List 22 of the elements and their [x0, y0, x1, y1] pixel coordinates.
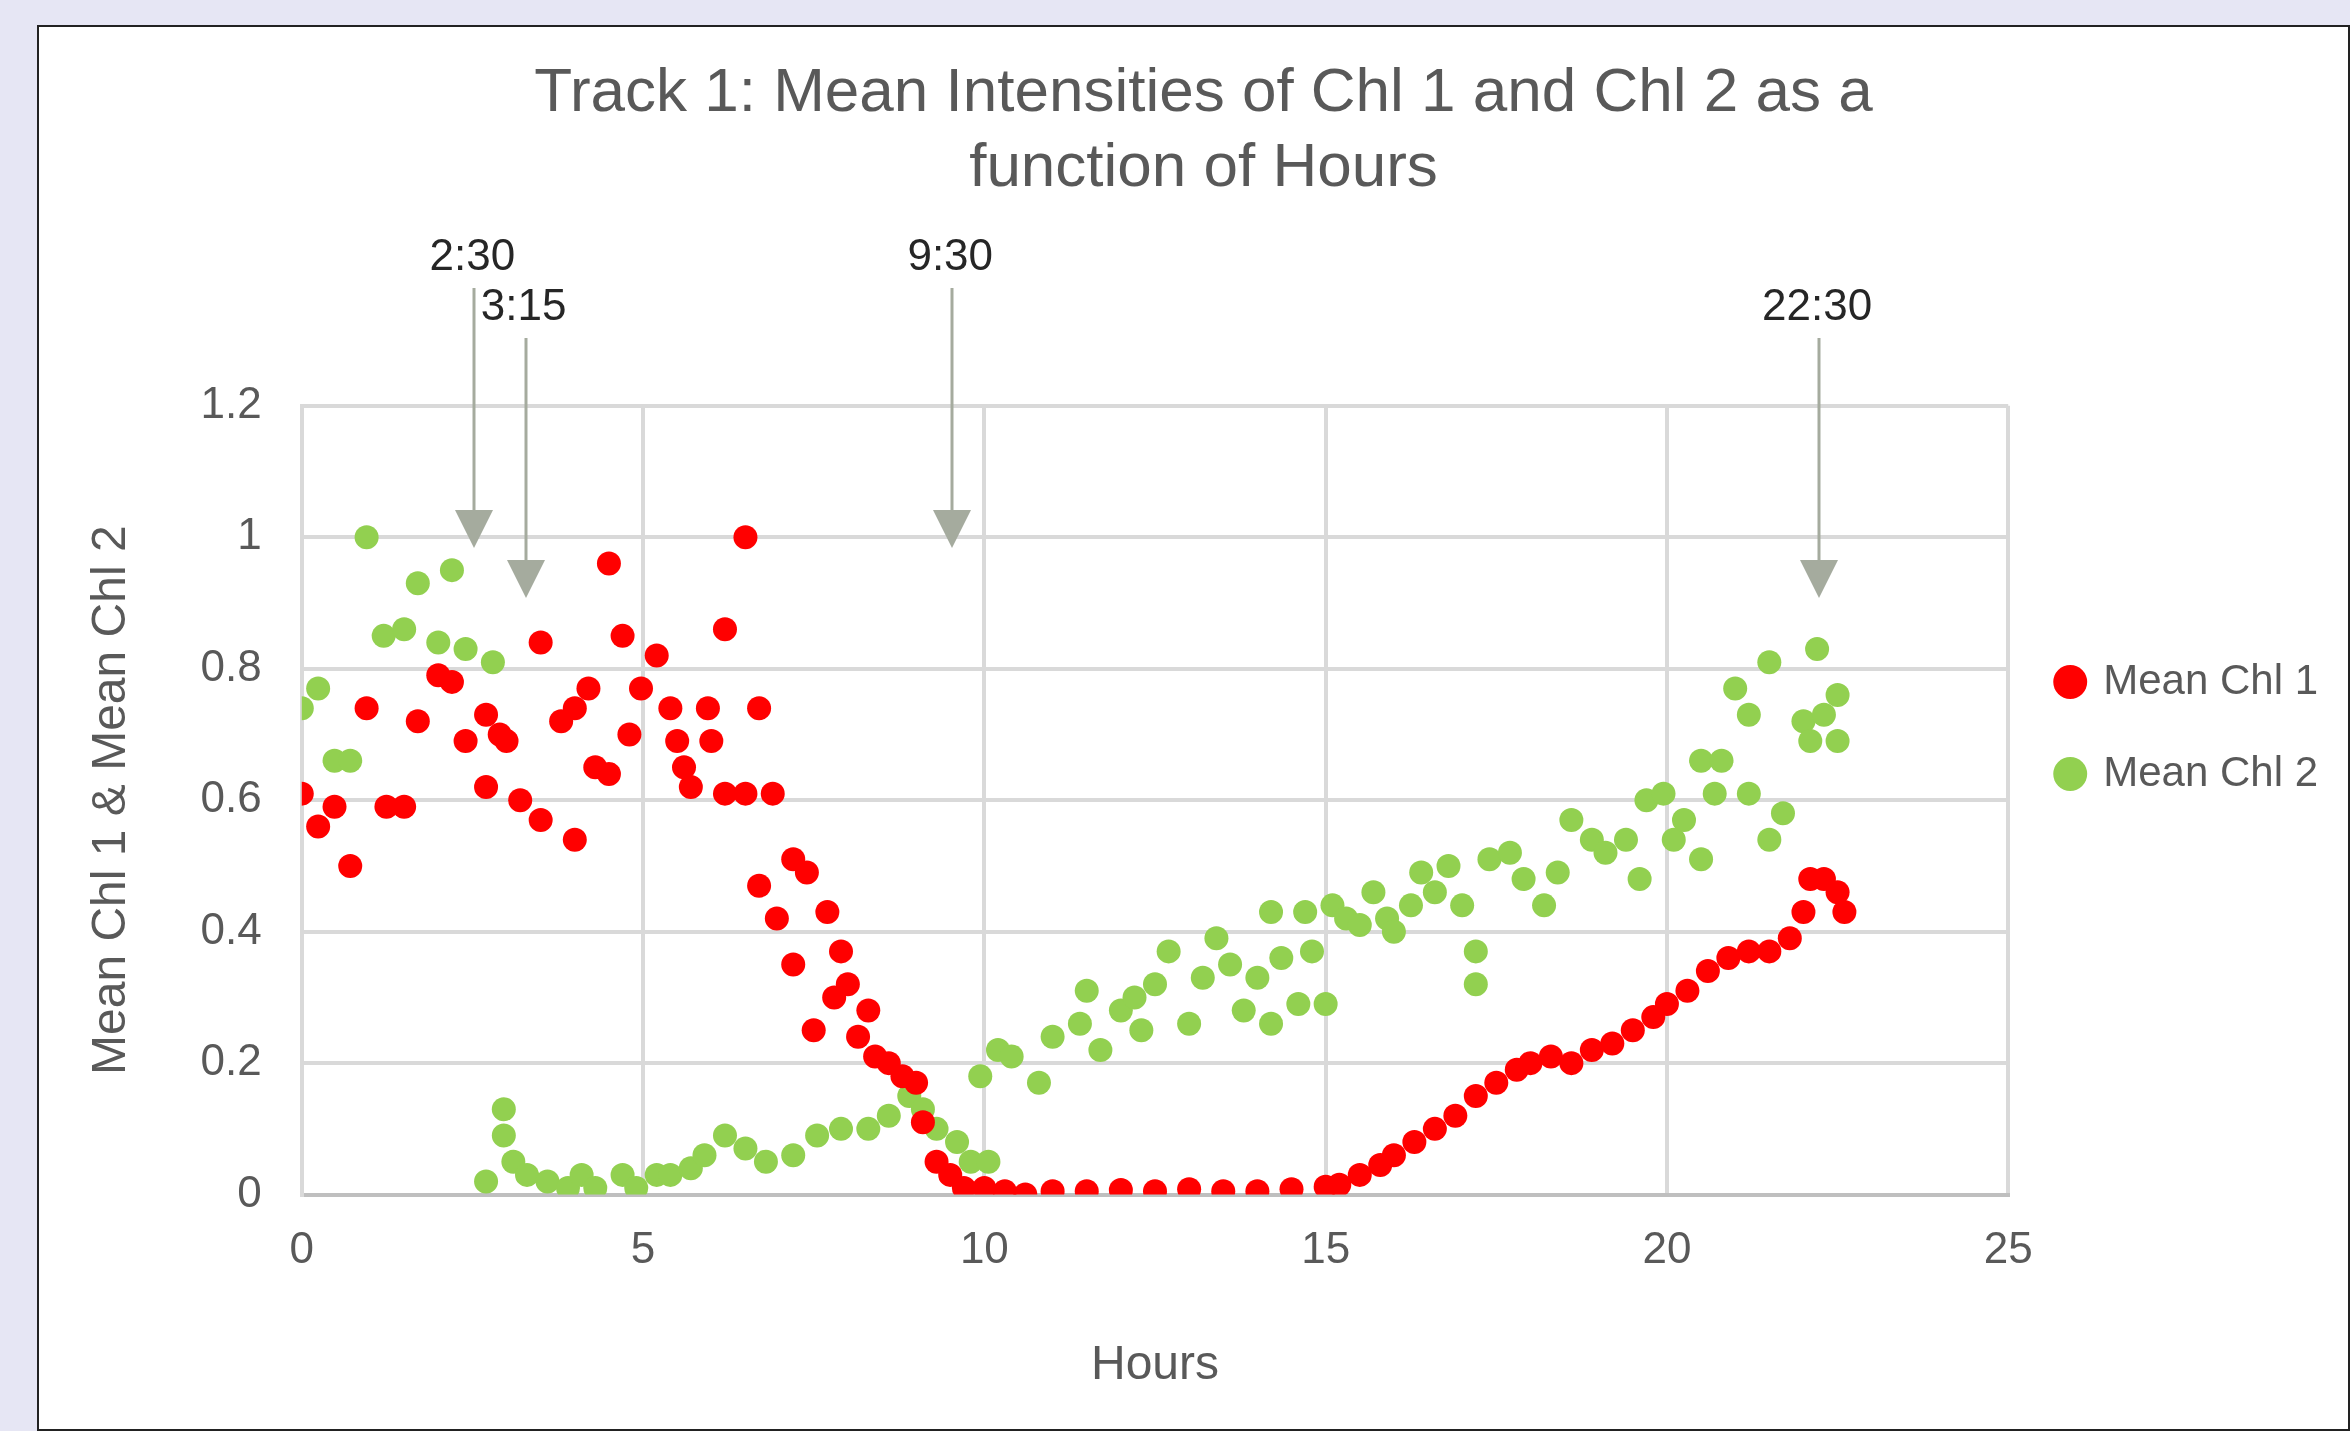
y-axis-title: Mean Chl 1 & Mean Chl 2	[82, 525, 136, 1075]
ref-line-label: 9:30	[907, 229, 994, 279]
ref-line-label: 3:15	[480, 279, 567, 329]
x-tick-label: 0	[289, 1223, 315, 1273]
x-tick-label: 20	[1642, 1223, 1692, 1273]
x-tick-label: 25	[1983, 1223, 2033, 1273]
ref-line-label: 2:30	[429, 229, 516, 279]
x-tick-label: 15	[1301, 1223, 1351, 1273]
y-tick-label: 0	[237, 1166, 262, 1216]
y-tick-label: 1.2	[200, 377, 262, 427]
chart-title: Track 1: Mean Intensities of Chl 1 and Chl 2 as a function of Hours	[534, 55, 1874, 199]
legend-label: Mean Chl 1	[2103, 655, 2318, 703]
y-tick-label: 0.4	[200, 903, 262, 953]
y-tick-label: 0.6	[200, 772, 262, 822]
legend-label: Mean Chl 2	[2103, 747, 2318, 795]
x-tick-label: 5	[630, 1223, 656, 1273]
ref-line-label: 22:30	[1762, 279, 1873, 329]
x-tick-label: 10	[959, 1223, 1009, 1273]
y-tick-label: 0.2	[200, 1035, 262, 1085]
x-axis-title: Hours	[1090, 1336, 1220, 1390]
y-tick-label: 0.8	[200, 640, 262, 690]
y-tick-label: 1	[237, 509, 262, 559]
